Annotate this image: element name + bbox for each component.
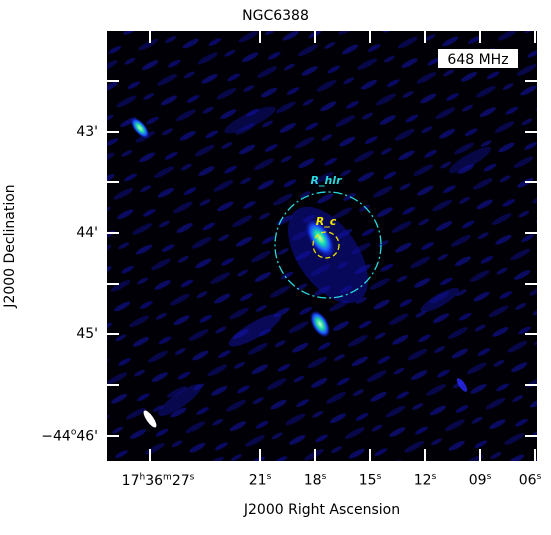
- x-tick-label: 17h36m27s: [122, 472, 195, 489]
- frequency-label: 648 MHz: [447, 52, 508, 68]
- x-axis-label: J2000 Right Ascension: [243, 502, 401, 518]
- half-light-radius-label: R_hlr: [311, 174, 343, 187]
- x-tick-label: 12s: [413, 472, 437, 489]
- core-radius-label: R_c: [316, 215, 337, 228]
- central-source: [305, 218, 335, 258]
- x-tick-text: 17h36m27s: [121, 472, 195, 489]
- half-light-radius-circle: [274, 191, 382, 299]
- x-tick-label: 06s: [518, 472, 542, 489]
- x-tick-label: 09s: [468, 472, 492, 489]
- sky-map: R_hlr R_c 648 MHz: [107, 31, 537, 461]
- frame-ticks: [107, 31, 537, 461]
- x-tick-label: 21s: [248, 472, 272, 489]
- plot-title: NGC6388: [242, 8, 309, 24]
- source-south: [309, 310, 331, 338]
- frequency-badge: [438, 49, 518, 68]
- x-tick-label: 18s: [303, 472, 327, 489]
- y-tick-label: 43': [76, 124, 98, 140]
- core-radius-circle: [312, 231, 340, 259]
- beam-ellipse: [143, 410, 157, 428]
- y-tick-label: 44': [76, 225, 98, 241]
- x-tick-label: 15s: [358, 472, 382, 489]
- source-top-left: [130, 117, 150, 139]
- y-tick-label: 45': [76, 326, 98, 342]
- y-tick-label: −44o46': [41, 427, 98, 445]
